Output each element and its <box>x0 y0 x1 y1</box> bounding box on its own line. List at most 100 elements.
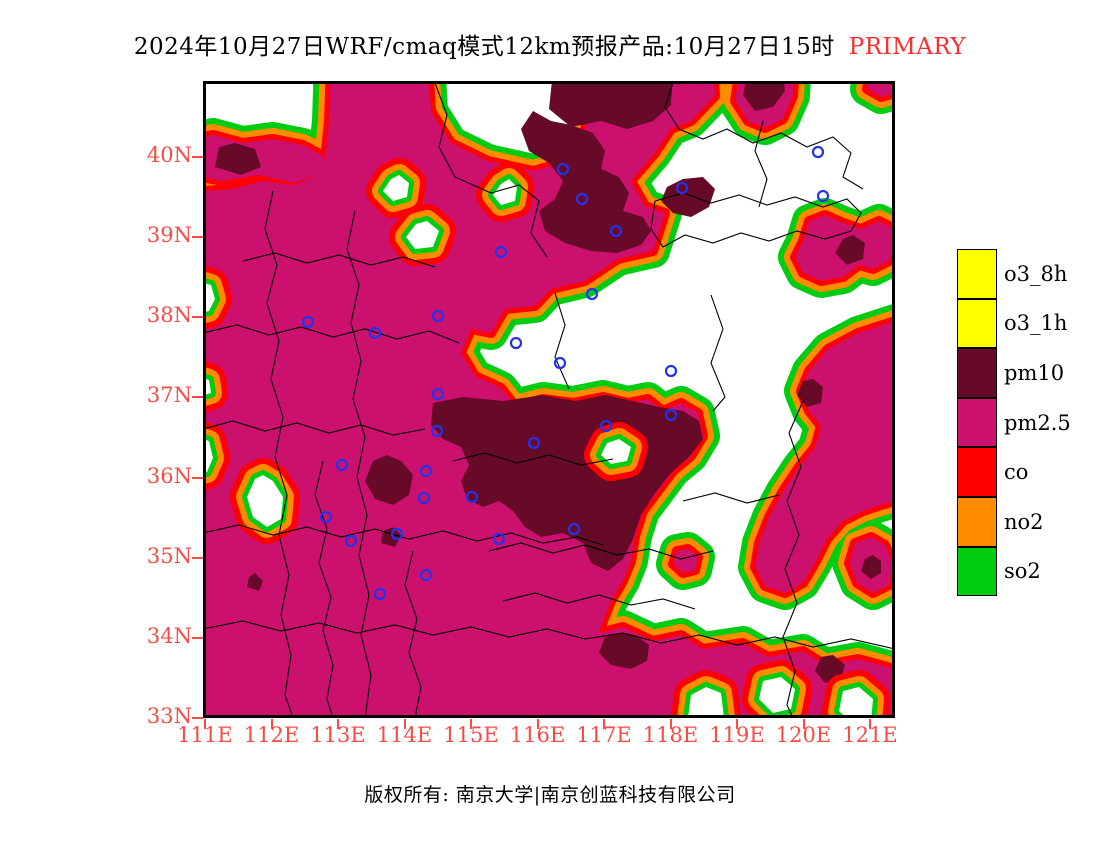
lat-axis-tick <box>192 156 203 158</box>
province-boundary-line <box>203 324 460 344</box>
figure-title: 2024年10月27日WRF/cmaq模式12km预报产品:10月27日15时 P… <box>0 27 1100 61</box>
province-boundary-line <box>404 550 422 718</box>
city-marker <box>556 162 570 176</box>
city-marker <box>509 336 523 350</box>
lon-axis-tick <box>403 719 406 729</box>
province-boundary-line <box>314 460 334 718</box>
pm10-core-patch <box>797 379 823 407</box>
province-boundary-line <box>554 292 570 390</box>
city-marker <box>527 436 541 450</box>
pm25-plume <box>673 549 698 573</box>
pm10-core-patch <box>247 573 263 591</box>
lon-axis-label: 113E <box>310 723 366 747</box>
lon-axis-tick <box>669 719 672 729</box>
pm10-core-patch <box>549 81 673 129</box>
lat-axis-tick <box>192 236 203 239</box>
city-marker <box>431 309 445 323</box>
pm10-core-patch <box>861 555 881 579</box>
lat-axis-label: 37N <box>146 383 192 408</box>
city-marker <box>417 491 431 505</box>
city-marker <box>419 568 433 582</box>
city-marker <box>431 387 445 401</box>
clean-air-hole <box>406 221 439 249</box>
lon-axis-tick <box>204 719 206 729</box>
clean-air-hole <box>839 687 873 718</box>
province-boundary-line <box>664 82 864 190</box>
pm25-plume <box>203 81 895 718</box>
clean-air-hole <box>247 475 283 527</box>
legend-swatch-co <box>957 447 997 497</box>
pm10-core-patch <box>835 235 865 265</box>
lat-axis-label: 36N <box>146 463 192 488</box>
city-marker <box>609 224 623 238</box>
legend-label-so2: so2 <box>1004 559 1041 584</box>
footer-credit: 版权所有: 南京大学|南京创蓝科技有限公司 <box>364 784 736 806</box>
legend-label-o3_8h: o3_8h <box>1004 261 1068 286</box>
city-marker <box>494 245 508 259</box>
city-marker <box>368 326 382 340</box>
lon-axis-label: 116E <box>509 723 566 747</box>
province-boundary-line <box>754 120 768 208</box>
lat-axis-label: 35N <box>146 543 192 568</box>
lon-axis-tick <box>603 719 605 729</box>
clean-air-hole <box>601 439 631 464</box>
legend-label-co: co <box>1004 460 1029 485</box>
lon-axis-label: 121E <box>842 723 898 747</box>
legend-swatch-o3_8h <box>957 249 997 299</box>
lon-axis-tick <box>470 719 472 729</box>
city-marker <box>335 458 349 472</box>
province-boundary-line <box>434 82 548 258</box>
province-boundary-line <box>264 190 294 718</box>
clean-air-hole <box>688 687 725 718</box>
lon-axis-tick <box>536 719 539 729</box>
lon-axis-label: 120E <box>775 723 832 747</box>
clean-air-hole <box>383 175 409 201</box>
province-boundary-line <box>203 524 604 546</box>
province-boundary-line <box>782 400 804 718</box>
legend-label-no2: no2 <box>1004 509 1044 534</box>
clean-air-hole <box>759 677 795 713</box>
pm10-core-patch <box>521 111 651 253</box>
province-boundary-line <box>502 592 696 610</box>
city-marker <box>811 145 825 159</box>
city-marker <box>492 532 506 546</box>
lon-axis-tick <box>270 719 273 729</box>
city-marker <box>664 364 678 378</box>
pm10-core-patch <box>661 177 715 217</box>
province-boundary-line <box>710 294 726 412</box>
city-marker <box>567 522 581 536</box>
lon-axis-tick <box>869 719 871 729</box>
lon-axis-label: 111E <box>177 723 233 747</box>
lat-axis-tick <box>192 556 203 559</box>
city-marker <box>585 287 599 301</box>
lat-axis-label: 39N <box>146 223 192 248</box>
legend-label-pm10: pm10 <box>1004 361 1065 385</box>
city-marker <box>319 510 333 524</box>
lon-axis-tick <box>802 719 805 729</box>
province-boundary-line <box>682 492 780 504</box>
lat-axis-label: 38N <box>146 303 192 328</box>
lat-axis-label: 33N <box>146 704 192 728</box>
map-plot-area <box>203 81 895 718</box>
pm10-core-patch <box>743 81 785 111</box>
city-marker <box>344 534 358 548</box>
province-boundary-line <box>203 420 426 436</box>
city-marker <box>430 424 444 438</box>
map-frame <box>203 81 895 718</box>
lon-axis-label: 117E <box>576 723 632 747</box>
city-marker <box>419 464 433 478</box>
lat-axis-tick <box>192 316 203 319</box>
province-boundary-line <box>452 452 614 466</box>
figure-title-highlight: PRIMARY <box>848 34 967 60</box>
pm10-core-patch <box>365 455 413 505</box>
lon-axis-tick <box>337 719 339 729</box>
lon-axis-label: 118E <box>642 723 699 747</box>
lon-axis-label: 115E <box>443 723 499 747</box>
pm10-core-patch <box>599 633 649 669</box>
lat-axis-tick <box>192 636 203 639</box>
city-marker <box>390 527 404 541</box>
lat-axis-label: 34N <box>146 623 192 648</box>
pollution-map-svg <box>203 81 895 718</box>
city-marker <box>553 356 567 370</box>
